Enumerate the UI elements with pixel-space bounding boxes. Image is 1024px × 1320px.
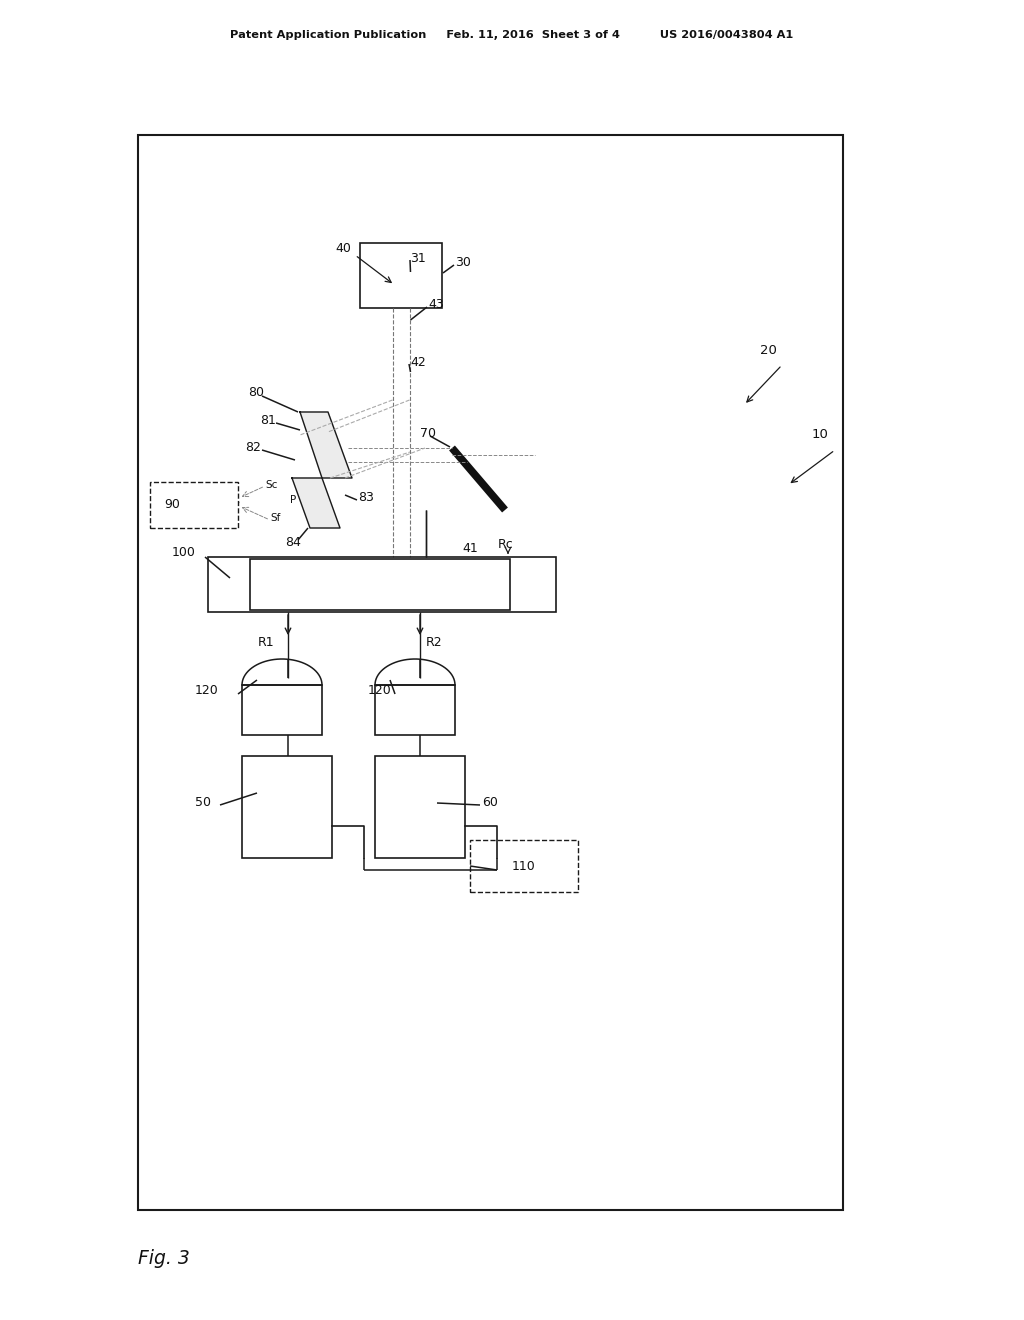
Text: 43: 43 [428,298,443,312]
Text: 82: 82 [245,441,261,454]
Text: Sf: Sf [270,513,281,523]
Text: Patent Application Publication     Feb. 11, 2016  Sheet 3 of 4          US 2016/: Patent Application Publication Feb. 11, … [230,30,794,40]
Bar [375,685,455,735]
Bar [375,756,465,858]
Text: R1: R1 [258,635,274,648]
Bar [138,135,843,1210]
Text: R2: R2 [426,635,442,648]
Text: 120: 120 [195,684,219,697]
Text: 90: 90 [164,499,180,511]
Text: 41: 41 [462,541,478,554]
Polygon shape [300,412,352,478]
Text: 40: 40 [335,242,351,255]
Text: 50: 50 [195,796,211,808]
Text: 110: 110 [512,859,536,873]
Bar [360,243,442,308]
Text: 30: 30 [455,256,471,269]
Text: 83: 83 [358,491,374,504]
Text: Rc: Rc [498,539,514,552]
Text: P: P [290,495,296,506]
Text: 42: 42 [410,355,426,368]
Bar [150,482,238,528]
Text: Fig. 3: Fig. 3 [138,1249,189,1267]
Bar [242,756,332,858]
Text: Sc: Sc [265,480,278,490]
Text: 100: 100 [172,545,196,558]
Text: 80: 80 [248,385,264,399]
Text: 31: 31 [410,252,426,264]
Bar [208,557,556,612]
Bar [250,558,510,610]
Text: 81: 81 [260,413,275,426]
Text: 70: 70 [420,426,436,440]
Text: 84: 84 [285,536,301,549]
Text: 60: 60 [482,796,498,808]
Text: 20: 20 [760,343,777,356]
Text: 120: 120 [368,684,392,697]
Bar [242,685,322,735]
Bar [470,840,578,892]
Text: 10: 10 [812,429,828,441]
Polygon shape [292,478,340,528]
